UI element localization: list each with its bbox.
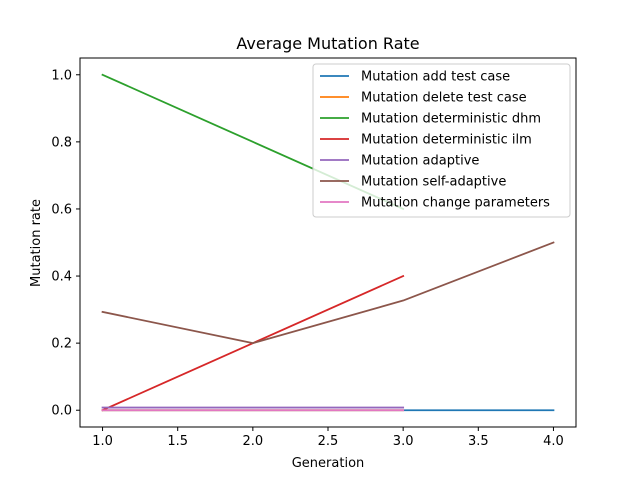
x-tick-label: 2.5 bbox=[318, 434, 339, 449]
legend-label: Mutation delete test case bbox=[361, 91, 527, 106]
x-tick-label: 1.0 bbox=[92, 434, 113, 449]
x-tick-label: 2.0 bbox=[243, 434, 264, 449]
legend-label: Mutation add test case bbox=[361, 70, 510, 85]
legend-label: Mutation change parameters bbox=[361, 196, 550, 211]
legend-label: Mutation deterministic dhm bbox=[361, 112, 541, 127]
x-tick-label: 1.5 bbox=[167, 434, 188, 449]
chart-title: Average Mutation Rate bbox=[236, 34, 419, 53]
series-layer bbox=[101, 73, 555, 412]
legend-box bbox=[312, 63, 571, 218]
y-tick-label: 1.0 bbox=[51, 68, 72, 83]
x-axis-label: Generation bbox=[292, 456, 365, 471]
y-tick-label: 0.8 bbox=[51, 135, 72, 150]
y-tick-label: 0.2 bbox=[51, 337, 72, 352]
x-tick-label: 3.0 bbox=[393, 434, 414, 449]
legend-label: Mutation deterministic ilm bbox=[361, 133, 532, 148]
y-tick-label: 0.0 bbox=[51, 404, 72, 419]
legend: Mutation add test case Mutation delete te… bbox=[312, 63, 571, 218]
y-axis-label: Mutation rate bbox=[29, 199, 44, 287]
y-tick-label: 0.6 bbox=[51, 202, 72, 217]
y-tick-label: 0.4 bbox=[51, 270, 72, 285]
legend-label: Mutation adaptive bbox=[361, 154, 479, 169]
x-tick-label: 3.5 bbox=[468, 434, 489, 449]
series-line-5 bbox=[101, 241, 555, 345]
x-tick-label: 4.0 bbox=[543, 434, 564, 449]
legend-label: Mutation self-adaptive bbox=[361, 175, 506, 190]
axes-layer: 1.0 1.5 2.0 2.5 3.0 3.5 4.0 0.0 0.2 0.4 0.6 0.8 1.0 bbox=[51, 57, 577, 449]
